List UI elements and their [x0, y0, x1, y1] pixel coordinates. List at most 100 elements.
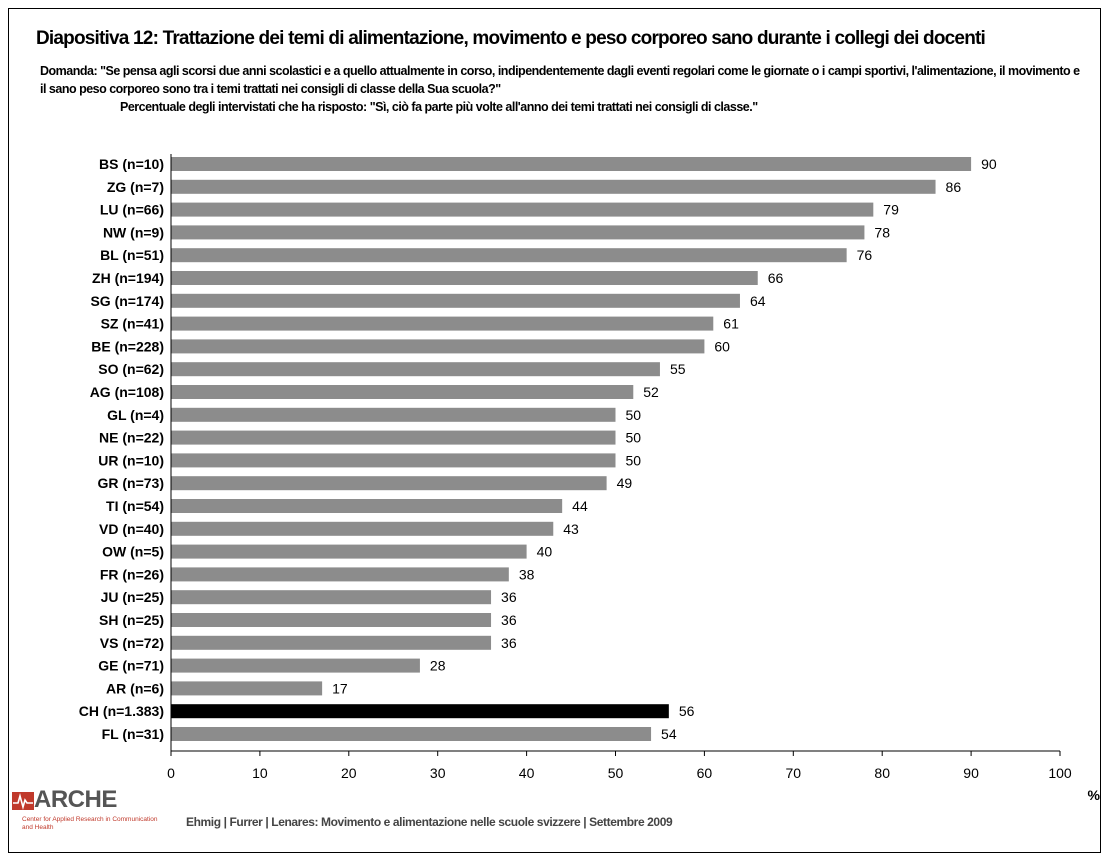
bar [171, 293, 740, 308]
logo-name: ARCHE [34, 786, 117, 813]
data-label: 28 [430, 658, 446, 674]
question-subtext: Percentuale degli intervistati che ha ri… [120, 100, 758, 114]
bar [171, 157, 972, 171]
category-label: SO (n=62) [98, 361, 164, 377]
data-label: 50 [626, 430, 642, 446]
data-label: 36 [501, 589, 517, 605]
x-tick-label: 20 [341, 765, 357, 781]
question-label: Domanda: [40, 64, 98, 78]
bar [171, 430, 616, 445]
arche-logo: ARCHE Center for Applied Research in Com… [12, 786, 162, 836]
category-label: ZG (n=7) [107, 179, 164, 195]
data-label: 50 [626, 407, 642, 423]
category-label: JU (n=25) [101, 589, 164, 605]
category-label: TI (n=54) [106, 498, 164, 514]
category-label: VS (n=72) [100, 635, 164, 651]
x-tick-label: 30 [430, 765, 446, 781]
data-label: 79 [883, 202, 899, 218]
category-label: BS (n=10) [99, 156, 164, 172]
category-label: GE (n=71) [98, 658, 164, 674]
data-label: 36 [501, 635, 517, 651]
data-label: 40 [537, 544, 553, 560]
bar [171, 362, 660, 377]
data-label: 66 [768, 270, 784, 286]
data-label: 36 [501, 612, 517, 628]
category-label: BL (n=51) [100, 247, 164, 263]
category-label: NE (n=22) [99, 430, 164, 446]
category-label: GL (n=4) [107, 407, 164, 423]
bar [171, 248, 847, 263]
data-label: 86 [946, 179, 962, 195]
category-label: VD (n=40) [99, 521, 164, 537]
category-label: CH (n=1.383) [79, 703, 164, 719]
bar [171, 658, 420, 673]
survey-question: Domanda: "Se pensa agli scorsi due anni … [40, 62, 1080, 116]
bar [171, 179, 936, 194]
bar [171, 567, 509, 582]
slide-title: Diapositiva 12: Trattazione dei temi di … [36, 28, 986, 49]
data-label: 61 [723, 316, 739, 332]
category-label: LU (n=66) [100, 202, 164, 218]
data-label: 55 [670, 361, 686, 377]
bar [171, 407, 616, 422]
x-axis-unit: % [1088, 787, 1101, 803]
bar [171, 453, 616, 468]
x-tick-label: 80 [874, 765, 890, 781]
data-label: 38 [519, 566, 535, 582]
bar [171, 613, 492, 627]
x-tick-label: 50 [608, 765, 624, 781]
bar [171, 225, 865, 240]
question-text: "Se pensa agli scorsi due anni scolastic… [40, 64, 1080, 96]
data-label: 56 [679, 703, 695, 719]
category-label: FL (n=31) [102, 726, 164, 742]
bar [171, 476, 607, 491]
category-label: SZ (n=41) [101, 316, 164, 332]
data-label: 90 [981, 156, 997, 172]
category-label: AG (n=108) [90, 384, 164, 400]
data-label: 43 [563, 521, 579, 537]
data-label: 52 [643, 384, 659, 400]
category-label: UR (n=10) [98, 452, 164, 468]
bar [171, 681, 323, 696]
bar-highlight [171, 704, 669, 719]
category-label: OW (n=5) [102, 544, 164, 560]
bar [171, 385, 634, 399]
x-tick-label: 40 [519, 765, 535, 781]
data-label: 78 [874, 224, 890, 240]
bar [171, 499, 563, 513]
bar [171, 727, 652, 741]
category-label: FR (n=26) [100, 566, 164, 582]
bar [171, 202, 874, 217]
x-tick-label: 60 [697, 765, 713, 781]
data-label: 76 [857, 247, 873, 263]
category-label: BE (n=228) [91, 338, 164, 354]
category-label: SG (n=174) [90, 293, 164, 309]
bar [171, 339, 705, 354]
category-label: NW (n=9) [103, 224, 164, 240]
x-tick-label: 10 [252, 765, 268, 781]
footer-citation: Ehmig | Furrer | Lenares: Movimento e al… [186, 815, 673, 829]
data-label: 64 [750, 293, 766, 309]
data-label: 60 [714, 338, 730, 354]
logo-subtitle: Center for Applied Research in Communica… [22, 816, 158, 831]
bar [171, 271, 758, 285]
x-tick-label: 90 [963, 765, 979, 781]
bar [171, 635, 492, 650]
category-label: SH (n=25) [99, 612, 164, 628]
category-label: ZH (n=194) [92, 270, 164, 286]
x-tick-label: 0 [167, 765, 175, 781]
bar [171, 316, 714, 331]
data-label: 17 [332, 680, 348, 696]
bar [171, 544, 527, 559]
data-label: 49 [617, 475, 633, 491]
data-label: 44 [572, 498, 588, 514]
category-label: GR (n=73) [97, 475, 164, 491]
pulse-icon [12, 792, 34, 810]
data-label: 50 [626, 452, 642, 468]
x-tick-label: 100 [1048, 765, 1072, 781]
bar [171, 521, 554, 536]
x-tick-label: 70 [786, 765, 802, 781]
bar [171, 590, 492, 605]
category-label: AR (n=6) [106, 680, 164, 696]
